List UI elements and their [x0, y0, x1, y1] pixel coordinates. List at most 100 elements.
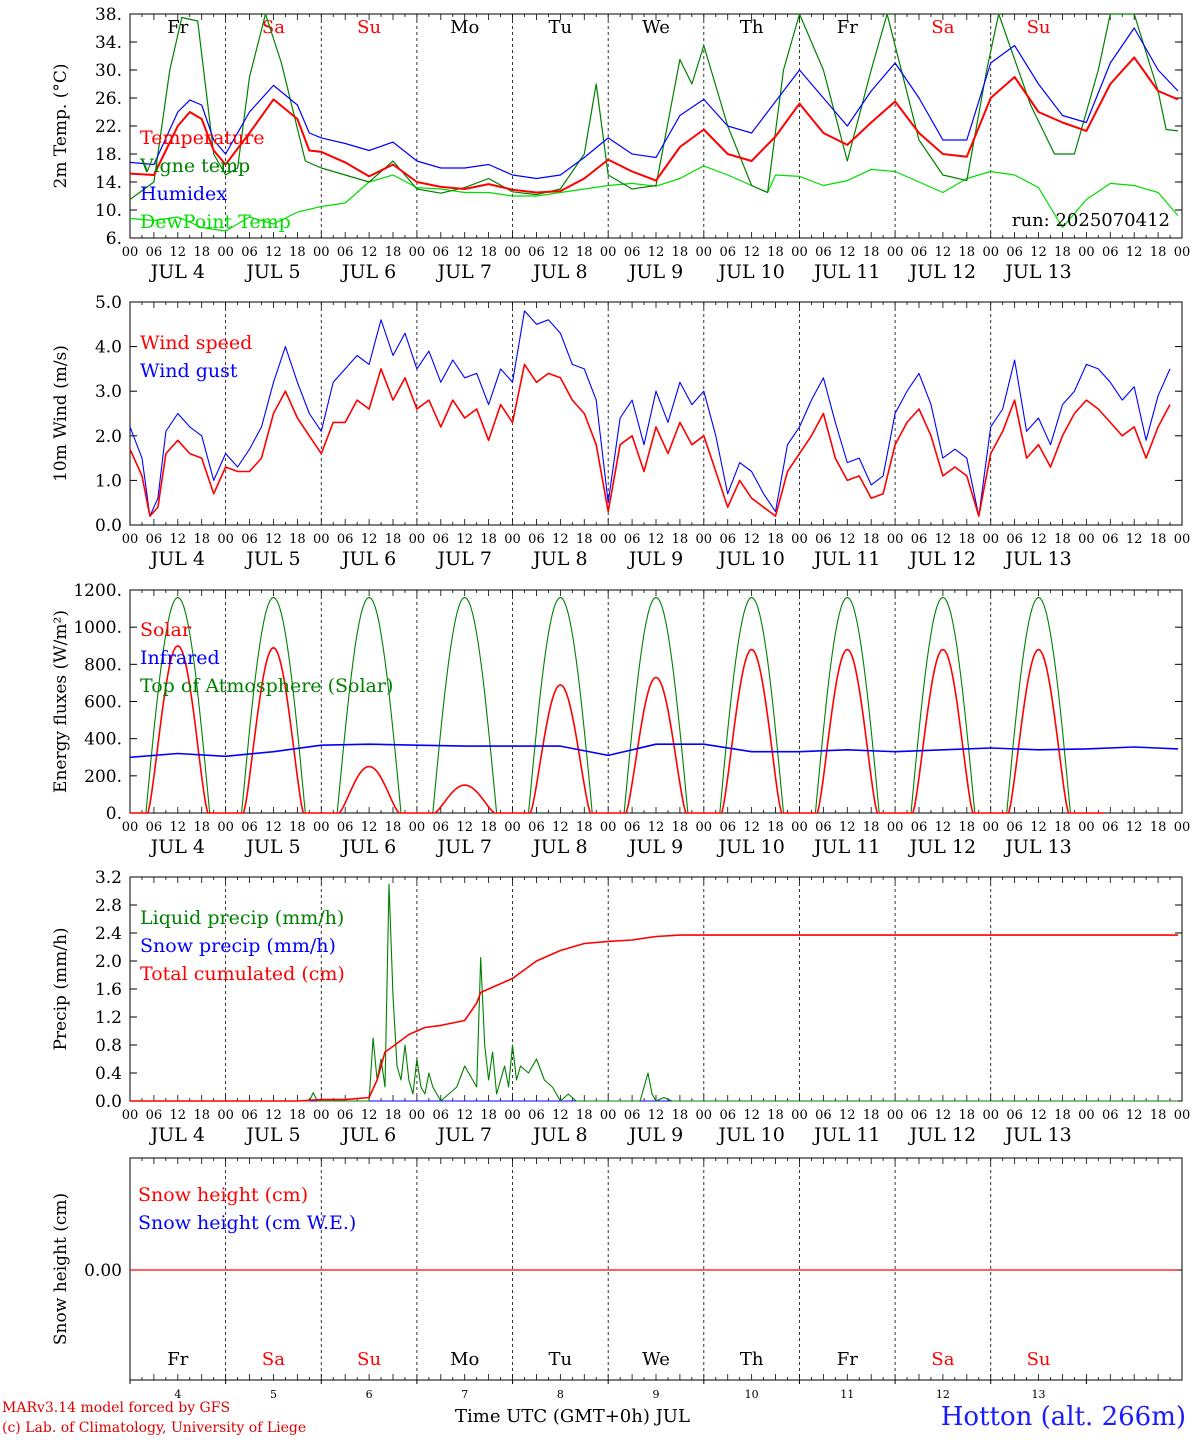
y-tick-label: 0.4: [95, 1064, 122, 1084]
hour-label: 00: [504, 532, 521, 547]
hour-label: 00: [791, 1108, 808, 1123]
hour-label: 12: [1030, 1108, 1047, 1123]
hour-label: 00: [313, 1108, 330, 1123]
hour-label: 00: [1078, 1108, 1095, 1123]
date-label: JUL 13: [1003, 261, 1071, 283]
hour-label: 18: [959, 245, 976, 260]
hour-label: 06: [433, 245, 450, 260]
hour-label: 06: [146, 1108, 163, 1123]
hour-label: 18: [385, 532, 402, 547]
day-number-label: 11: [840, 1388, 854, 1401]
hour-label: 18: [289, 1108, 306, 1123]
legend-liquid-precip-mm-h-: Liquid precip (mm/h): [140, 907, 344, 929]
date-label: JUL 4: [149, 836, 205, 858]
day-number-label: 6: [366, 1388, 373, 1401]
hour-label: 12: [743, 532, 760, 547]
date-label: JUL 4: [149, 261, 205, 283]
hour-label: 18: [480, 245, 497, 260]
hour-label: 06: [337, 532, 354, 547]
hour-label: 18: [576, 1108, 593, 1123]
hour-label: 00: [122, 820, 139, 835]
date-label: JUL 11: [812, 548, 880, 570]
hour-label: 06: [1006, 1108, 1023, 1123]
hour-label: 00: [1174, 1108, 1191, 1123]
date-label: JUL 7: [436, 1124, 492, 1146]
hour-label: 00: [504, 245, 521, 260]
series-wind-gust: [129, 310, 1171, 517]
hour-label: 12: [839, 245, 856, 260]
hour-label: 18: [863, 820, 880, 835]
hour-label: 00: [791, 245, 808, 260]
hour-label: 18: [1150, 820, 1167, 835]
series-vigne-temp: [129, 13, 1179, 200]
hour-label: 00: [1174, 245, 1191, 260]
y-tick-label: 1.6: [95, 980, 122, 1000]
date-label: JUL 8: [531, 261, 587, 283]
day-number-label: 7: [461, 1388, 468, 1401]
date-label: JUL 7: [436, 261, 492, 283]
hour-label: 18: [767, 820, 784, 835]
date-label: JUL 11: [812, 1124, 880, 1146]
hour-label: 06: [1006, 532, 1023, 547]
hour-label: 18: [863, 245, 880, 260]
date-label: JUL 9: [627, 261, 683, 283]
panel-2-frame: [129, 301, 1183, 526]
hour-label: 18: [193, 1108, 210, 1123]
hour-label: 06: [911, 245, 928, 260]
hour-label: 00: [217, 532, 234, 547]
hour-label: 18: [193, 820, 210, 835]
date-label: JUL 8: [531, 1124, 587, 1146]
hour-label: 00: [1078, 820, 1095, 835]
hour-label: 12: [361, 820, 378, 835]
hour-label: 00: [313, 820, 330, 835]
hour-label: 12: [361, 1108, 378, 1123]
weekday-label: Mo: [450, 17, 479, 38]
y-tick-label: 800.: [84, 655, 122, 675]
legend-infrared: Infrared: [140, 647, 220, 669]
hour-label: 00: [887, 1108, 904, 1123]
hour-label: 12: [1030, 245, 1047, 260]
hour-label: 12: [170, 1108, 187, 1123]
y-tick-label: 3.2: [95, 868, 122, 888]
weekday-label: Su: [1027, 1349, 1051, 1370]
weekday-label: Mo: [450, 1349, 479, 1370]
hour-label: 06: [624, 1108, 641, 1123]
hour-label: 12: [743, 245, 760, 260]
hour-label: 18: [672, 245, 689, 260]
hour-label: 00: [696, 245, 713, 260]
hour-label: 18: [1054, 820, 1071, 835]
hour-label: 12: [648, 245, 665, 260]
hour-label: 12: [265, 532, 282, 547]
hour-label: 00: [791, 532, 808, 547]
weekday-label: Sa: [262, 1349, 285, 1370]
hour-label: 06: [528, 532, 545, 547]
weekday-label: Sa: [931, 17, 954, 38]
y-tick-label: 4.0: [95, 338, 122, 358]
hour-label: 12: [552, 1108, 569, 1123]
date-label: JUL 11: [812, 261, 880, 283]
hour-label: 00: [409, 820, 426, 835]
hour-label: 00: [122, 532, 139, 547]
y-tick-label: 1.2: [95, 1008, 122, 1028]
panel-1-frame: [129, 13, 1183, 239]
hour-label: 18: [480, 532, 497, 547]
hour-label: 06: [1102, 532, 1119, 547]
y-tick-label: 400.: [84, 730, 122, 750]
hour-label: 12: [552, 532, 569, 547]
hour-label: 12: [170, 532, 187, 547]
hour-label: 18: [193, 532, 210, 547]
date-label: JUL 10: [716, 261, 784, 283]
hour-label: 18: [1150, 1108, 1167, 1123]
hour-label: 00: [982, 532, 999, 547]
legend-snow-height-cm-: Snow height (cm): [138, 1184, 308, 1206]
y-tick-label: 34.: [95, 33, 122, 53]
y-tick-label: 6.: [106, 229, 122, 249]
hour-label: 06: [146, 820, 163, 835]
hour-label: 06: [146, 245, 163, 260]
hour-label: 18: [959, 532, 976, 547]
hour-label: 12: [935, 245, 952, 260]
date-label: JUL 10: [716, 836, 784, 858]
hour-label: 06: [433, 820, 450, 835]
hour-label: 18: [1054, 532, 1071, 547]
